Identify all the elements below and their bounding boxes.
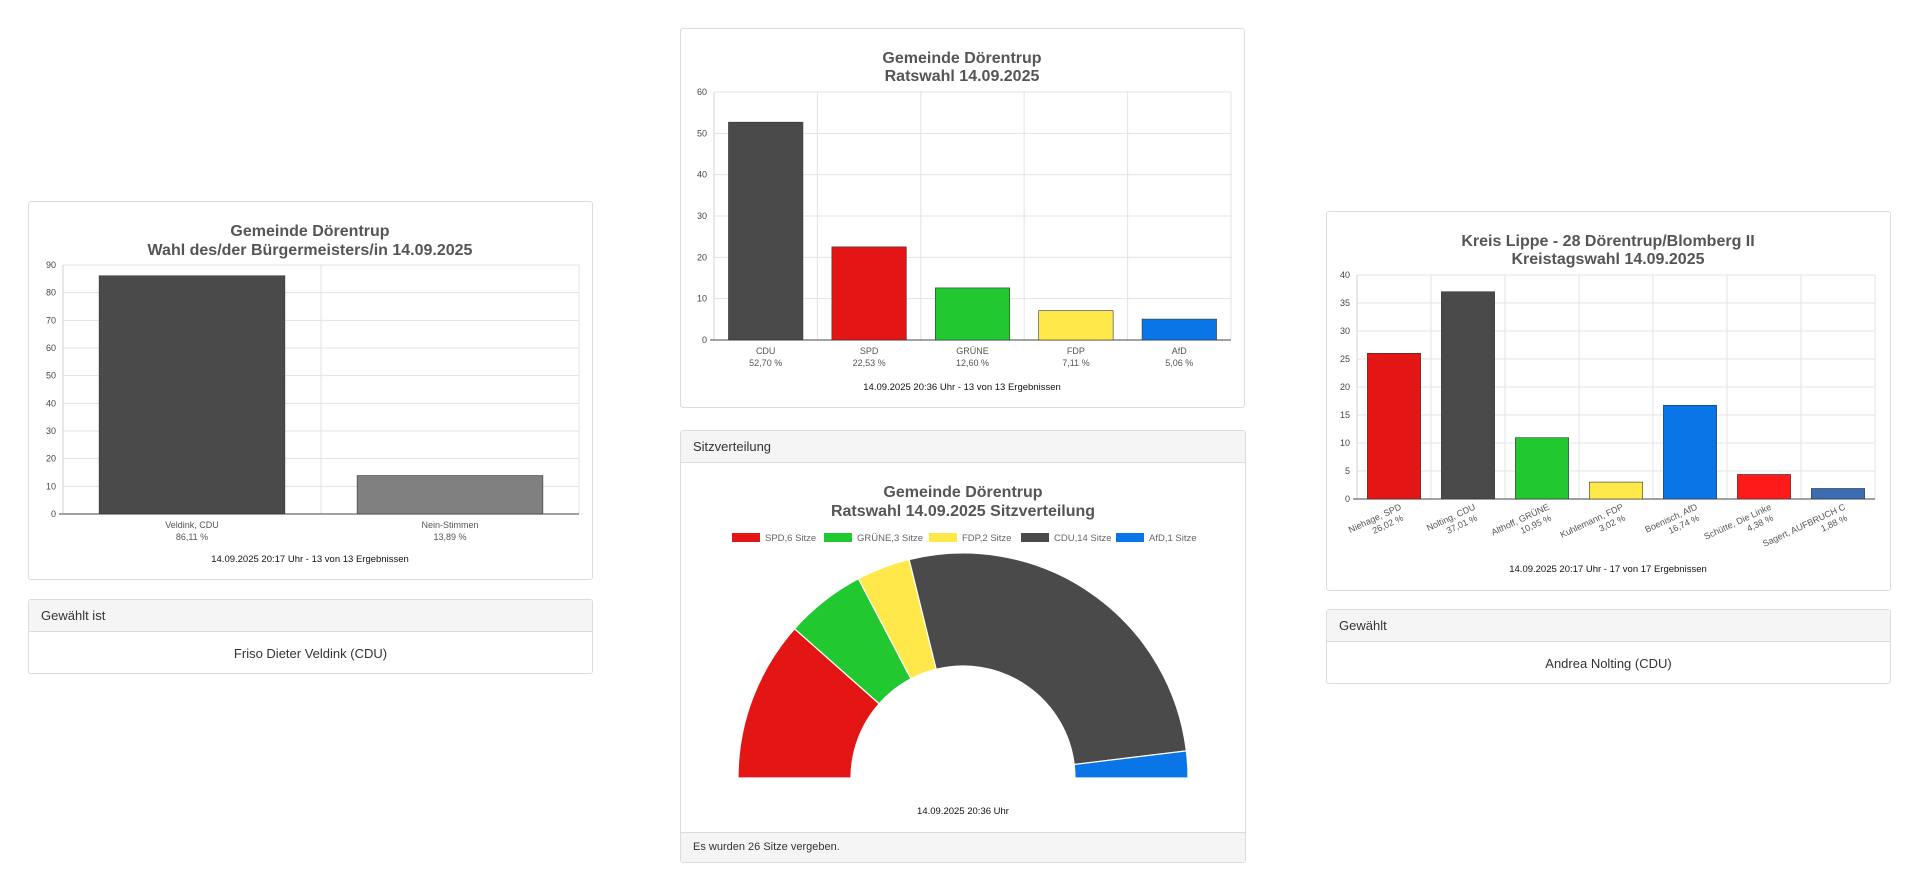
category-label: AfD [1172,346,1188,356]
value-label: 7,11 % [1062,358,1089,368]
value-label: 5,06 % [1165,358,1193,368]
seats-chart: Gemeinde Dörentrup Ratswahl 14.09.2025 S… [732,484,1197,817]
bar [1663,404,1717,500]
category-label: SPD [860,346,879,356]
value-label: 12,60 % [956,358,989,368]
legend-label: CDU,14 Sitze [1054,533,1112,544]
council-chart: Gemeinde Dörentrup Ratswahl 14.09.2025 0… [697,50,1232,393]
y-tick-label: 60 [697,87,707,97]
y-tick-label: 10 [1340,438,1350,448]
y-tick-label: 90 [46,260,56,270]
legend-swatch [929,533,957,542]
council-chart-title-line1: Gemeinde Dörentrup [882,50,1041,67]
value-label: 13,89 % [433,532,466,542]
y-tick-label: 40 [1340,270,1350,280]
y-tick-label: 20 [1340,382,1350,392]
bar [1811,488,1865,500]
legend-label: FDP,2 Sitze [962,533,1011,544]
district-winner-panel: Gewählt Andrea Nolting (CDU) [1326,609,1891,684]
seat-slice [1073,750,1189,779]
y-tick-label: 0 [51,509,56,519]
category-label: CDU [756,346,776,356]
district-chart-panel: Kreis Lippe - 28 Dörentrup/Blomberg II K… [1326,211,1891,591]
bar [1589,481,1643,500]
legend-swatch [1021,533,1049,542]
y-tick-label: 35 [1340,298,1350,308]
mayor-chart: Gemeinde Dörentrup Wahl des/der Bürgerme… [46,223,580,565]
district-winner-name: Andrea Nolting (CDU) [1545,656,1672,671]
y-tick-label: 0 [702,335,707,345]
value-label: 22,53 % [853,358,886,368]
seats-chart-title-line2: Ratswahl 14.09.2025 Sitzverteilung [831,503,1095,520]
bar [1141,318,1217,341]
bar [1038,310,1114,341]
y-tick-label: 50 [46,371,56,381]
mayor-chart-footnote: 14.09.2025 20:17 Uhr - 13 von 13 Ergebni… [211,554,409,565]
seats-chart-title-line1: Gemeinde Dörentrup [883,484,1042,501]
council-chart-footnote: 14.09.2025 20:36 Uhr - 13 von 13 Ergebni… [863,382,1061,393]
seats-header: Sitzverteilung [681,431,1245,463]
category-label: Nein-Stimmen [421,520,478,530]
y-tick-label: 40 [697,170,707,180]
y-tick-label: 10 [697,294,707,304]
y-tick-label: 30 [697,211,707,221]
y-tick-label: 30 [1340,326,1350,336]
y-tick-label: 5 [1345,466,1350,476]
y-tick-label: 10 [46,481,56,491]
mayor-winner-panel: Gewählt ist Friso Dieter Veldink (CDU) [28,599,593,674]
y-tick-label: 70 [46,315,56,325]
y-tick-label: 25 [1340,354,1350,364]
y-tick-label: 20 [697,252,707,262]
seats-chart-footnote: 14.09.2025 20:36 Uhr [917,806,1009,817]
bar [1367,352,1421,500]
bar [98,275,286,515]
category-label: FDP [1067,346,1085,356]
seat-slice [908,552,1188,766]
value-label: 52,70 % [749,358,782,368]
y-tick-label: 20 [46,454,56,464]
mayor-chart-title-line2: Wahl des/der Bürgermeisters/in 14.09.202… [148,242,473,259]
y-tick-label: 60 [46,343,56,353]
bar [934,287,1011,341]
mayor-winner-header: Gewählt ist [29,600,592,632]
y-tick-label: 15 [1340,410,1350,420]
y-tick-label: 40 [46,398,56,408]
council-chart-panel: Gemeinde Dörentrup Ratswahl 14.09.2025 0… [680,28,1245,408]
mayor-chart-title-line1: Gemeinde Dörentrup [230,223,389,240]
seats-footer: Es wurden 26 Sitze vergeben. [681,832,1245,862]
mayor-winner-name: Friso Dieter Veldink (CDU) [233,646,388,661]
bar [1441,291,1495,500]
legend-swatch [824,533,852,542]
council-chart-title-line2: Ratswahl 14.09.2025 [885,68,1040,85]
district-winner-header: Gewählt [1327,610,1890,642]
district-chart: Kreis Lippe - 28 Dörentrup/Blomberg II K… [1340,233,1876,575]
y-tick-label: 80 [46,288,56,298]
district-chart-footnote: 14.09.2025 20:17 Uhr - 17 von 17 Ergebni… [1509,564,1707,575]
category-label: GRÜNE [956,346,989,356]
bar [356,475,544,515]
bar [1515,437,1569,500]
bar [831,246,907,341]
legend-label: GRÜNE,3 Sitze [857,533,923,544]
value-label: 86,11 % [176,532,208,542]
y-tick-label: 0 [1345,494,1350,504]
mayor-chart-panel: Gemeinde Dörentrup Wahl des/der Bürgerme… [28,201,593,580]
district-chart-title-line2: Kreistagswahl 14.09.2025 [1511,251,1704,268]
legend-label: SPD,6 Sitze [765,533,816,544]
legend-swatch [1116,533,1144,542]
y-tick-label: 50 [697,128,707,138]
y-tick-label: 30 [46,426,56,436]
legend-swatch [732,533,760,542]
district-chart-title-line1: Kreis Lippe - 28 Dörentrup/Blomberg II [1461,233,1754,250]
category-label: Veldink, CDU [165,520,219,530]
legend-label: AfD,1 Sitze [1149,533,1197,544]
seats-panel: Sitzverteilung Gemeinde Dörentrup Ratswa… [680,430,1246,863]
bar [728,121,804,341]
bar [1737,474,1791,500]
